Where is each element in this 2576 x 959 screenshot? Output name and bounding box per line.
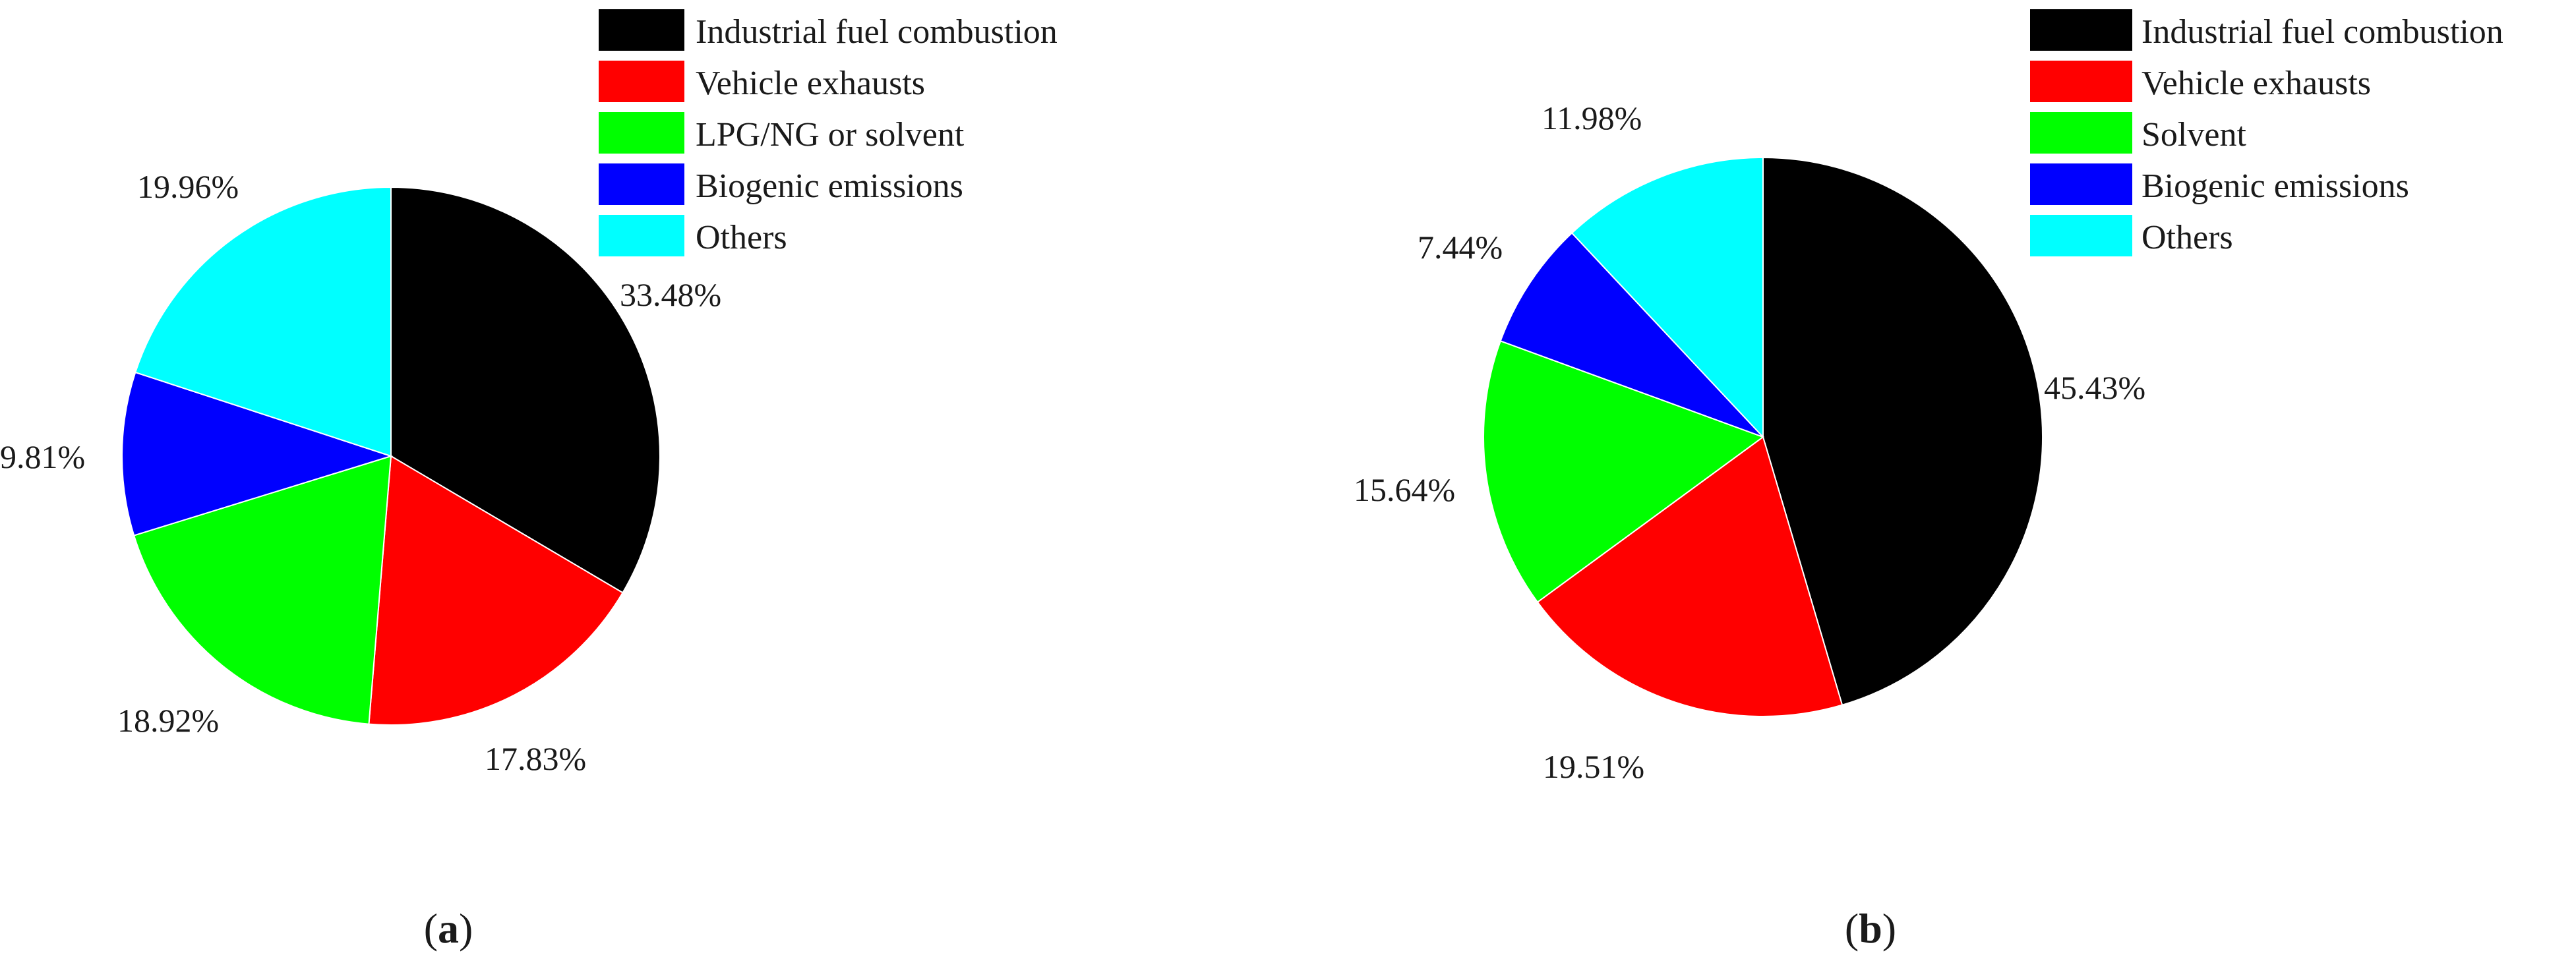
legend-swatch	[2030, 215, 2132, 256]
legend-swatch	[2030, 9, 2132, 51]
pie-slice-biogenic-emissions	[121, 371, 394, 537]
pie-slice-others	[1571, 156, 1764, 439]
slice-value-label: 17.83%	[485, 740, 586, 777]
legend-swatch	[599, 163, 684, 205]
slice-value-label: 18.92%	[117, 702, 219, 739]
legend-entry-label: Solvent	[2142, 116, 2246, 154]
legend: Industrial fuel combustion Vehicle exhaus…	[2030, 9, 2503, 256]
pie-slice-industrial-fuel-combustion	[390, 186, 661, 594]
panel-caption: (b)	[1845, 905, 1896, 952]
pie-slice-industrial-fuel-combustion	[1762, 156, 2043, 706]
legend-entry-label: LPG/NG or solvent	[696, 116, 965, 154]
legend-entry-label: Others	[2142, 219, 2233, 256]
legend-swatch	[599, 61, 684, 102]
pie-chart-b: 45.43% 19.51% 15.64% 7.44% 11.98% Industrial …	[1354, 9, 2503, 952]
legend-entry-label: Biogenic emissions	[2142, 167, 2409, 205]
legend-entry-label: Vehicle exhausts	[2142, 65, 2371, 102]
legend-swatch	[2030, 61, 2132, 102]
legend-swatch	[599, 215, 684, 256]
pie-slice-vehicle-exhausts	[368, 455, 624, 726]
pie-slice-solvent	[1483, 340, 1765, 603]
legend-swatch	[2030, 112, 2132, 154]
pie-slice-vehicle-exhausts	[1536, 436, 1843, 717]
legend-entry-label: Vehicle exhausts	[696, 65, 925, 102]
pie-slice-biogenic-emissions	[1499, 232, 1764, 438]
slice-value-label: 15.64%	[1354, 471, 1455, 508]
slice-value-label: 11.98%	[1542, 100, 1642, 136]
legend-swatch	[2030, 163, 2132, 205]
slice-value-label: 9.81%	[0, 438, 85, 475]
legend-swatch	[599, 112, 684, 154]
slice-value-label: 19.96%	[137, 168, 239, 205]
panel-caption: (a)	[424, 905, 473, 952]
legend-entry-label: Biogenic emissions	[696, 167, 963, 205]
legend-entry-label: Others	[696, 219, 787, 256]
pie-chart-a: 33.48% 17.83% 18.92% 9.81% 19.96% Industrial …	[0, 9, 1058, 952]
panel-letter: b	[1859, 905, 1882, 952]
panel-letter: a	[438, 905, 459, 952]
pie-slice-lpg-ng-or-solvent	[133, 455, 392, 725]
pie-slice-others	[135, 186, 392, 457]
legend-entry-label: Industrial fuel combustion	[2142, 13, 2503, 51]
slice-value-label: 45.43%	[2044, 369, 2145, 406]
legend: Industrial fuel combustion Vehicle exhaus…	[599, 9, 1058, 256]
slice-value-label: 33.48%	[620, 276, 721, 313]
slice-value-label: 7.44%	[1418, 229, 1503, 266]
legend-entry-label: Industrial fuel combustion	[696, 13, 1058, 51]
slice-value-label: 19.51%	[1543, 748, 1644, 785]
legend-swatch	[599, 9, 684, 51]
